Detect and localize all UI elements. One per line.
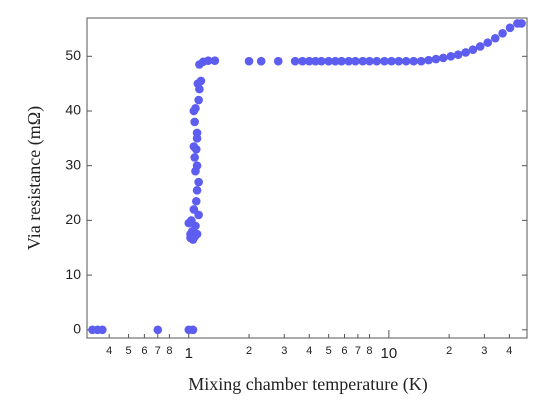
x-tick-label: 10: [381, 345, 398, 362]
y-tick-label: 0: [73, 320, 81, 336]
data-point: [337, 56, 346, 66]
data-point: [461, 48, 470, 57]
x-tick-label: 5: [125, 345, 131, 357]
y-tick-label: 40: [65, 102, 81, 118]
y-tick-label: 20: [65, 211, 81, 227]
x-tick-label: 3: [281, 345, 287, 357]
data-point: [431, 54, 441, 64]
data-point: [194, 177, 203, 187]
x-tick-label: 7: [355, 345, 361, 357]
data-point: [416, 56, 426, 66]
data-point: [483, 38, 493, 47]
x-tick-label: 4: [306, 345, 312, 357]
data-point: [244, 56, 254, 66]
data-point: [358, 56, 368, 66]
x-axis-label: Mixing chamber temperature (K): [188, 374, 427, 395]
data-point: [186, 229, 195, 239]
y-axis-label: Via resistance (mΩ): [24, 106, 45, 250]
data-point: [190, 117, 199, 127]
data-point: [331, 56, 340, 66]
x-tick-label: 6: [141, 345, 147, 357]
x-tick-label: 6: [341, 345, 347, 357]
x-tick-label: 7: [155, 345, 161, 357]
data-point: [317, 56, 326, 66]
data-point: [304, 56, 314, 66]
data-point: [290, 56, 300, 66]
y-tick-label: 10: [65, 266, 81, 282]
data-point: [380, 56, 389, 66]
data-point: [194, 95, 203, 105]
data-point: [372, 56, 382, 66]
data-point: [424, 55, 433, 65]
data-point: [191, 103, 200, 113]
data-point: [298, 56, 307, 66]
x-tick-label: 2: [446, 345, 452, 357]
data-point: [256, 56, 266, 66]
data-point: [387, 56, 396, 66]
data-point: [505, 23, 515, 33]
data-point: [475, 42, 485, 51]
data-point: [188, 325, 198, 335]
data-point: [273, 56, 283, 66]
data-point: [190, 153, 199, 162]
data-point: [394, 56, 404, 66]
data-point: [192, 186, 202, 195]
x-tick-label: 1: [185, 345, 193, 362]
data-point: [446, 51, 456, 61]
x-tick-label: 4: [506, 345, 512, 357]
data-point: [203, 56, 213, 65]
data-point: [324, 56, 333, 66]
x-tick-label: 2: [246, 345, 252, 357]
plot-frame: [86, 17, 528, 339]
data-point: [210, 56, 220, 65]
data-point: [453, 50, 463, 59]
data-point: [98, 325, 107, 335]
data-point: [490, 33, 500, 43]
x-tick-label: 8: [166, 345, 172, 357]
data-point: [184, 218, 194, 228]
x-tick-label: 4: [106, 345, 112, 357]
x-tick-label: 8: [366, 345, 372, 357]
data-point: [365, 56, 374, 66]
data-point: [409, 56, 418, 66]
data-point: [192, 128, 202, 138]
data-point: [517, 19, 526, 28]
data-point: [344, 56, 354, 66]
data-point: [191, 196, 201, 206]
data-point: [468, 45, 478, 55]
data-point: [438, 53, 448, 63]
data-point: [189, 205, 199, 214]
y-tick-label: 50: [65, 47, 81, 63]
data-point: [498, 29, 507, 38]
data-point: [351, 56, 360, 66]
y-tick-label: 30: [65, 156, 81, 172]
data-point: [192, 161, 202, 170]
x-tick-label: 5: [326, 345, 332, 357]
data-point: [153, 325, 163, 335]
x-tick-label: 3: [481, 345, 487, 357]
data-point: [189, 142, 199, 151]
data-point: [196, 76, 206, 86]
data-point: [401, 56, 411, 66]
